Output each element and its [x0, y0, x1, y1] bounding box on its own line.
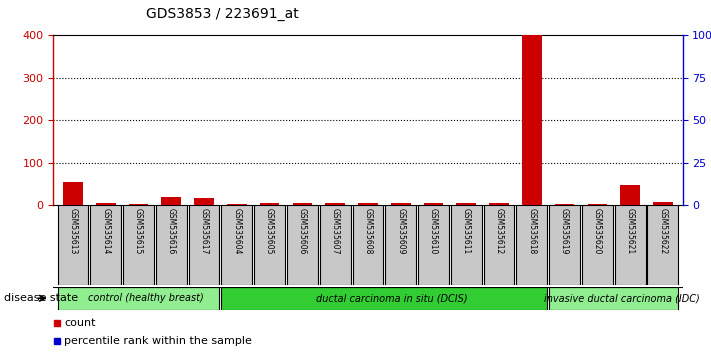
Bar — [58, 287, 220, 310]
Bar — [96, 203, 116, 205]
Bar — [221, 287, 547, 310]
Bar — [456, 203, 476, 205]
Bar — [516, 205, 547, 285]
Text: GSM535610: GSM535610 — [429, 208, 438, 254]
Text: GSM535613: GSM535613 — [68, 208, 77, 254]
Text: GSM535612: GSM535612 — [495, 208, 503, 254]
Bar — [194, 198, 214, 205]
Text: GSM535615: GSM535615 — [134, 208, 143, 254]
Text: control (healthy breast): control (healthy breast) — [88, 293, 204, 303]
Text: GSM535617: GSM535617 — [200, 208, 208, 254]
Bar — [615, 205, 646, 285]
Bar — [522, 35, 542, 205]
Text: GSM535619: GSM535619 — [560, 208, 569, 254]
Text: GSM535622: GSM535622 — [658, 208, 668, 254]
Bar — [489, 203, 509, 205]
Bar — [587, 204, 607, 205]
Bar — [620, 185, 640, 205]
Bar — [358, 203, 378, 205]
Text: percentile rank within the sample: percentile rank within the sample — [64, 336, 252, 346]
Bar — [63, 182, 82, 205]
Bar — [424, 203, 444, 205]
Text: GSM535605: GSM535605 — [265, 208, 274, 254]
Bar — [255, 205, 285, 285]
Bar — [648, 205, 678, 285]
Text: count: count — [64, 318, 95, 328]
Text: GSM535614: GSM535614 — [101, 208, 110, 254]
Bar — [58, 205, 88, 285]
Text: GSM535604: GSM535604 — [232, 208, 241, 254]
Text: GSM535609: GSM535609 — [396, 208, 405, 254]
Bar — [385, 205, 416, 285]
Bar — [418, 205, 449, 285]
Bar — [188, 205, 220, 285]
Bar — [161, 197, 181, 205]
Text: invasive ductal carcinoma (IDC): invasive ductal carcinoma (IDC) — [544, 293, 700, 303]
Bar — [326, 203, 345, 205]
Bar — [582, 205, 613, 285]
Bar — [123, 205, 154, 285]
Bar — [287, 205, 318, 285]
Bar — [320, 205, 351, 285]
Text: GSM535611: GSM535611 — [461, 208, 471, 254]
Text: GSM535618: GSM535618 — [528, 208, 536, 254]
Text: disease state: disease state — [4, 293, 77, 303]
Bar — [227, 204, 247, 205]
Text: GSM535608: GSM535608 — [363, 208, 373, 254]
Bar — [90, 205, 121, 285]
Bar — [549, 287, 678, 310]
Text: GSM535620: GSM535620 — [593, 208, 602, 254]
Bar — [129, 204, 149, 205]
Bar — [653, 202, 673, 205]
Bar — [549, 205, 580, 285]
Text: GSM535607: GSM535607 — [331, 208, 340, 254]
Bar — [353, 205, 383, 285]
Bar — [451, 205, 481, 285]
Text: ductal carcinoma in situ (DCIS): ductal carcinoma in situ (DCIS) — [316, 293, 468, 303]
Text: GSM535621: GSM535621 — [626, 208, 635, 254]
Bar — [260, 203, 279, 205]
Bar — [483, 205, 515, 285]
Bar — [555, 204, 574, 205]
Text: GDS3853 / 223691_at: GDS3853 / 223691_at — [146, 7, 299, 21]
Text: GSM535616: GSM535616 — [167, 208, 176, 254]
Text: GSM535606: GSM535606 — [298, 208, 307, 254]
Bar — [221, 205, 252, 285]
Bar — [292, 203, 312, 205]
Bar — [391, 203, 410, 205]
Bar — [156, 205, 187, 285]
